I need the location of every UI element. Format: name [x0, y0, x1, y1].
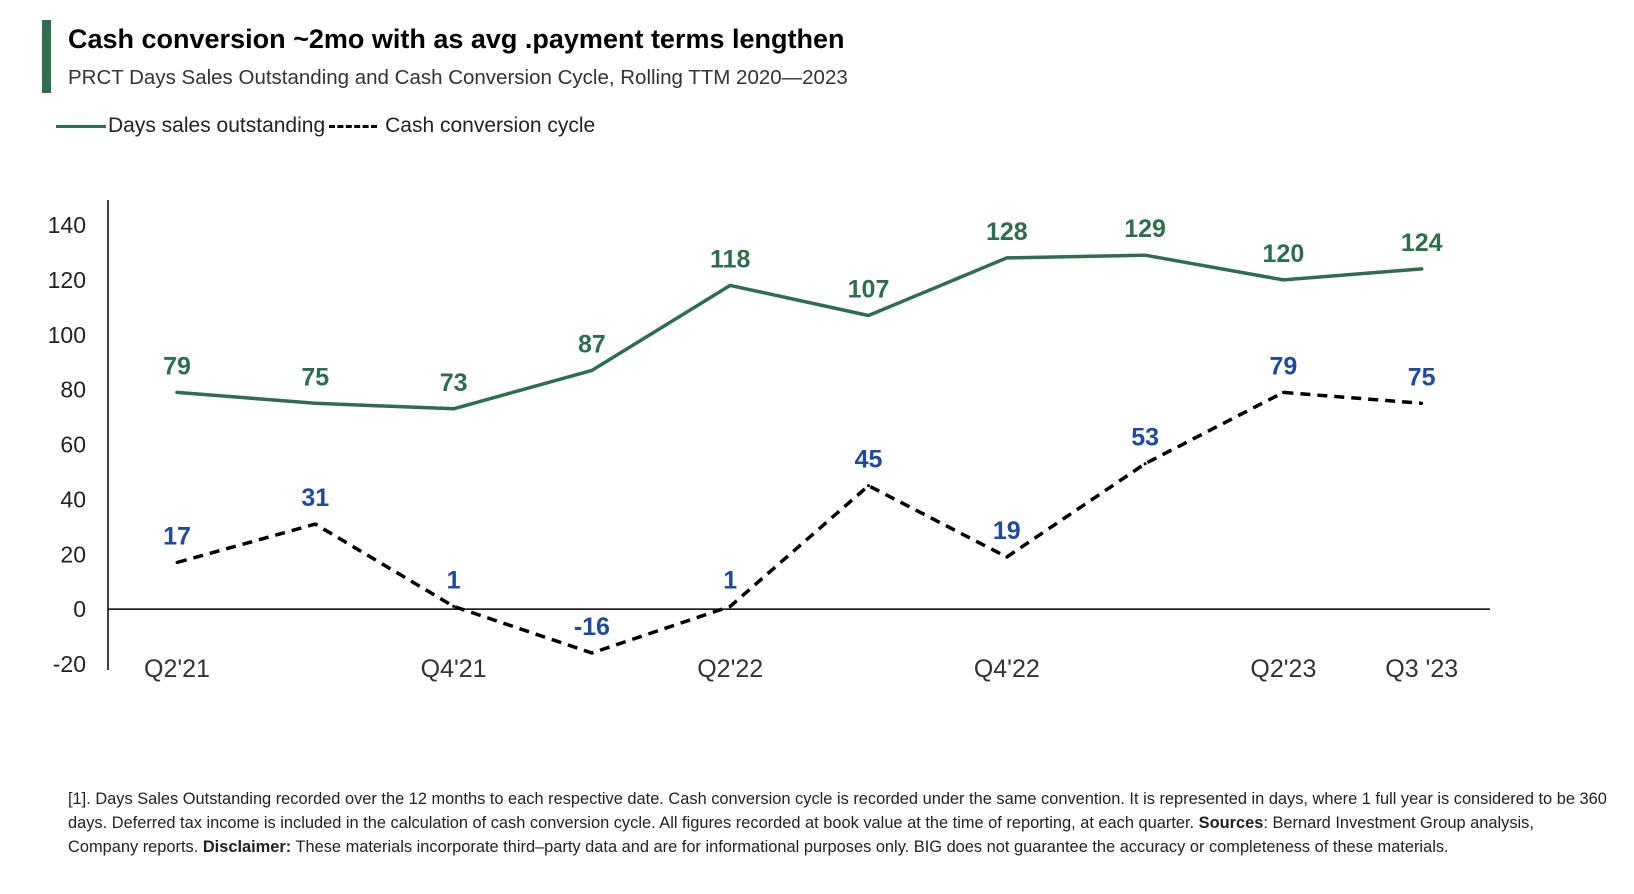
data-point-ccc — [1281, 390, 1285, 394]
data-label-ccc: 53 — [1131, 424, 1159, 452]
x-tick-label: Q2'23 — [1250, 655, 1316, 683]
data-point-dso — [1420, 267, 1424, 271]
footnote-disclaimer-text: These materials incorporate third–party … — [291, 838, 1449, 856]
data-label-ccc: 19 — [993, 517, 1021, 545]
footnote-text: [1]. Days Sales Outstanding recorded ove… — [68, 790, 1607, 832]
data-label-dso: 118 — [710, 245, 750, 273]
data-point-dso — [590, 368, 594, 372]
data-label-dso: 120 — [1263, 240, 1305, 268]
x-tick-label: Q2'22 — [697, 655, 763, 683]
x-axis: Q2'21 Q4'21 Q2'22 Q4'22 Q2'23 Q3 '23 — [108, 608, 1490, 683]
data-point-ccc — [1005, 555, 1009, 559]
data-label-ccc: 45 — [855, 446, 883, 474]
data-label-dso: 75 — [301, 363, 329, 391]
data-point-ccc — [867, 484, 870, 488]
data-label-ccc: -16 — [574, 613, 610, 641]
footnote-disclaimer-label: Disclaimer: — [202, 838, 292, 856]
legend-item-dso: Days sales outstanding — [56, 114, 325, 138]
footnote-sources-text: : Bernard Investment Group analysis, Com… — [68, 814, 1534, 856]
x-tick-label: Q3 '23 — [1385, 655, 1458, 683]
series-line-dso — [175, 253, 1424, 411]
data-label-dso: 87 — [578, 330, 606, 358]
y-tick-label: 40 — [60, 486, 86, 512]
data-labels: 79 75 73 87 118 107 128 129 120 124 17 31 1 -16 1 45 19 5… — [163, 215, 1443, 641]
footnote: [1]. Days Sales Outstanding recorded ove… — [68, 787, 1608, 859]
data-point-dso — [175, 390, 179, 394]
footnote-sources-label: Sources — [1198, 814, 1264, 832]
x-tick-label: Q4'21 — [421, 655, 487, 683]
y-tick-label: 60 — [60, 432, 86, 458]
line-chart: 140 120 100 80 60 40 20 0 -20 Q2'21 Q4'21 Q2'22 Q4'… — [48, 200, 1490, 683]
y-tick-label: 140 — [48, 212, 86, 238]
chart-subtitle: PRCT Days Sales Outstanding and Cash Con… — [68, 66, 848, 89]
y-tick-label: 100 — [48, 322, 86, 348]
legend-label-ccc: Cash conversion cycle — [385, 114, 596, 137]
legend-swatch-solid — [56, 124, 106, 128]
y-tick-label: 0 — [73, 596, 86, 622]
legend-label-dso: Days sales outstanding — [108, 114, 326, 137]
x-tick-label: Q4'22 — [974, 655, 1040, 683]
data-point-dso — [1143, 253, 1147, 257]
data-label-ccc: 75 — [1408, 363, 1436, 391]
data-point-ccc — [452, 604, 456, 608]
legend-item-ccc: Cash conversion cycle — [325, 114, 595, 138]
y-tick-label: 120 — [48, 267, 86, 293]
y-tick-label: 80 — [60, 377, 86, 403]
data-point-ccc — [1143, 462, 1147, 466]
data-point-dso — [1281, 278, 1285, 282]
data-label-ccc: 1 — [723, 566, 737, 594]
data-label-dso: 124 — [1401, 229, 1443, 257]
legend: Days sales outstanding Cash conversion c… — [56, 112, 595, 140]
data-label-dso: 128 — [986, 218, 1028, 246]
x-tick-label: Q2'21 — [144, 655, 210, 683]
series-line-ccc — [176, 390, 1422, 655]
data-label-ccc: 1 — [447, 566, 461, 594]
data-point-dso — [867, 314, 870, 318]
title-accent-bar — [42, 20, 51, 93]
data-point-ccc — [313, 522, 317, 526]
data-point-dso — [452, 407, 456, 411]
data-label-ccc: 17 — [163, 522, 191, 550]
data-label-dso: 129 — [1124, 215, 1166, 243]
legend-swatch-dashed — [329, 124, 378, 128]
data-label-dso: 79 — [163, 352, 191, 380]
data-label-ccc: 79 — [1269, 352, 1297, 380]
data-point-ccc — [728, 604, 732, 608]
data-point-ccc — [175, 560, 179, 564]
data-point-dso — [728, 283, 732, 287]
data-point-ccc — [590, 651, 594, 655]
data-label-ccc: 31 — [301, 484, 329, 512]
y-tick-label: 20 — [60, 541, 86, 567]
y-axis: 140 120 100 80 60 40 20 0 -20 — [48, 200, 109, 677]
data-point-ccc — [1420, 401, 1424, 405]
data-label-dso: 73 — [440, 369, 468, 397]
data-label-dso: 107 — [848, 276, 890, 304]
y-tick-label: -20 — [53, 651, 86, 677]
data-point-dso — [313, 401, 317, 405]
series-lines — [175, 253, 1424, 655]
chart-title: Cash conversion ~2mo with as avg .paymen… — [68, 24, 845, 54]
data-point-dso — [1005, 256, 1009, 260]
